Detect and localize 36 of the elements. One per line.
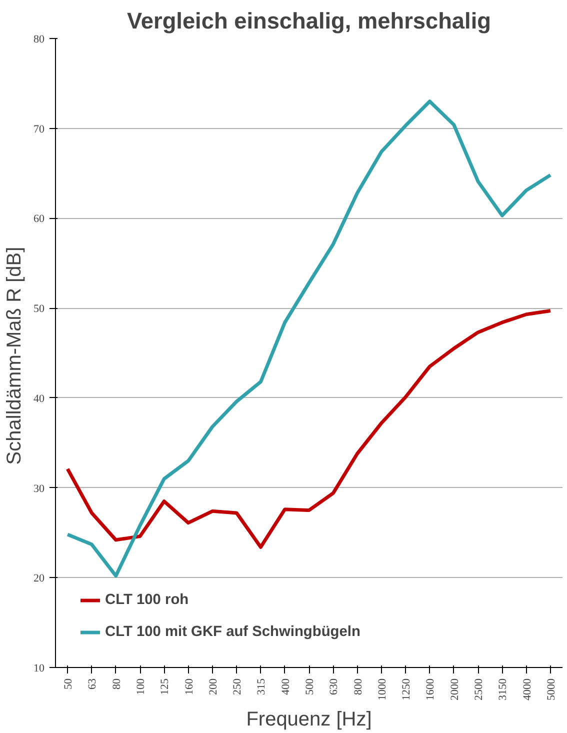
y-tick-label: 20 — [34, 572, 45, 585]
x-tick-label: 1000 — [376, 678, 388, 700]
x-tick-label: 1250 — [400, 678, 413, 700]
x-tick-label: 160 — [183, 678, 196, 695]
x-tick-label: 630 — [328, 678, 340, 695]
y-axis-title: Schalldämm-Maß R [dB] — [4, 246, 26, 465]
y-tick-label: 40 — [34, 392, 45, 405]
x-tick-label: 400 — [280, 678, 292, 695]
x-tick-label: 800 — [352, 678, 364, 695]
x-axis-title: Frequenz [Hz] — [246, 708, 372, 730]
chart-title: Vergleich einschalig, mehrschalig — [127, 8, 491, 34]
x-tick-label: 5000 — [545, 678, 558, 700]
x-tick-label: 125 — [159, 678, 172, 695]
legend-label: CLT 100 roh — [105, 592, 189, 608]
x-tick-label: 2000 — [448, 678, 461, 700]
line-series — [66, 100, 552, 578]
x-tick-label: 50 — [62, 678, 75, 690]
y-tick-label: 50 — [34, 303, 45, 316]
x-tick-label: 4000 — [521, 678, 534, 700]
x-tick-label: 1600 — [424, 678, 437, 700]
legend-label: CLT 100 mit GKF auf Schwingbügeln — [105, 624, 360, 640]
x-tick-label: 80 — [110, 678, 123, 690]
x-tick-label: 63 — [86, 678, 99, 690]
x-tick-label: 2500 — [473, 678, 485, 700]
x-tick-label: 3150 — [497, 678, 510, 700]
x-tick-label: 315 — [256, 678, 268, 695]
x-tick-label: 500 — [304, 678, 316, 695]
y-tick-label: 70 — [34, 123, 45, 136]
line-series — [66, 309, 552, 549]
x-tick-label: 250 — [232, 678, 244, 695]
y-tick-label: 30 — [34, 482, 45, 495]
y-tick-label: 10 — [34, 662, 45, 674]
y-tick-label: 80 — [34, 34, 45, 46]
y-tick-label: 60 — [34, 213, 45, 226]
x-tick-label: 200 — [207, 678, 220, 695]
x-tick-label: 100 — [135, 678, 147, 695]
